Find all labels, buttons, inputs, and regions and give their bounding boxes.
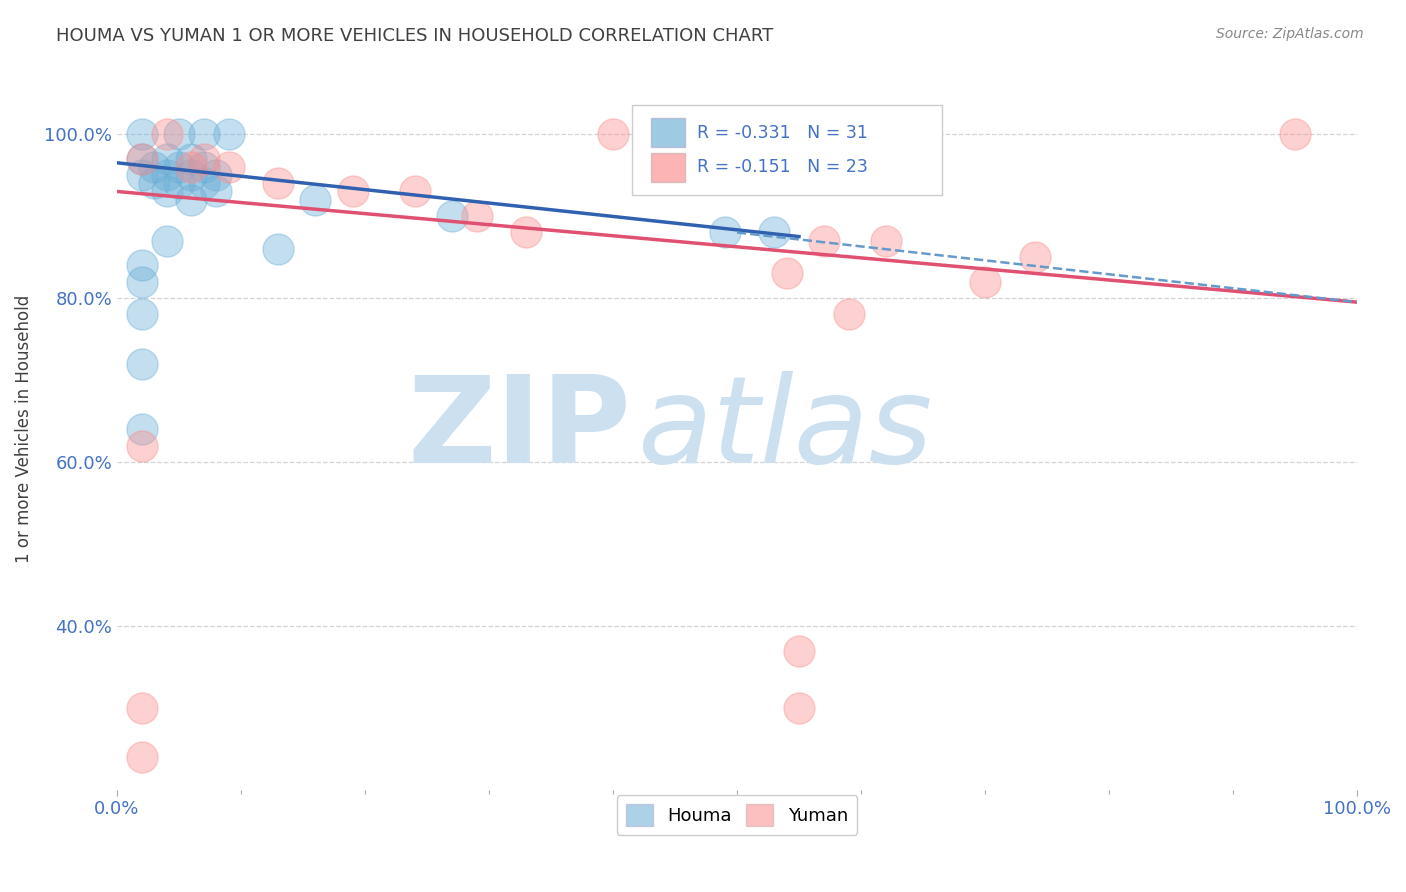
Legend: Houma, Yuman: Houma, Yuman [617, 795, 858, 835]
Point [155, 152, 177, 166]
Point [180, 193, 202, 207]
Point [1284, 127, 1306, 141]
Point [775, 267, 797, 281]
Point [131, 357, 153, 371]
Point [167, 160, 190, 174]
Point [155, 168, 177, 182]
Point [440, 209, 463, 223]
Point [813, 234, 835, 248]
Point [180, 160, 202, 174]
Point [838, 308, 860, 322]
Point [131, 750, 153, 764]
Point [515, 226, 537, 240]
Point [875, 234, 897, 248]
Point [167, 176, 190, 190]
Point [143, 176, 166, 190]
Point [602, 127, 624, 141]
Y-axis label: 1 or more Vehicles in Household: 1 or more Vehicles in Household [15, 295, 32, 564]
Point [218, 127, 240, 141]
Point [180, 168, 202, 182]
Text: HOUMA VS YUMAN 1 OR MORE VEHICLES IN HOUSEHOLD CORRELATION CHART: HOUMA VS YUMAN 1 OR MORE VEHICLES IN HOU… [56, 27, 773, 45]
Point [342, 185, 364, 199]
Point [167, 127, 190, 141]
Point [155, 234, 177, 248]
FancyBboxPatch shape [651, 119, 685, 147]
Point [763, 226, 786, 240]
Point [193, 152, 215, 166]
Point [131, 152, 153, 166]
Point [974, 275, 997, 289]
Point [218, 160, 240, 174]
Point [193, 160, 215, 174]
Text: Source: ZipAtlas.com: Source: ZipAtlas.com [1216, 27, 1364, 41]
Point [193, 127, 215, 141]
Point [131, 127, 153, 141]
Text: R = -0.151   N = 23: R = -0.151 N = 23 [697, 159, 868, 177]
Point [205, 168, 228, 182]
Point [180, 152, 202, 166]
Point [131, 422, 153, 436]
FancyBboxPatch shape [631, 104, 942, 194]
Point [131, 701, 153, 715]
Point [267, 242, 290, 256]
Point [465, 209, 488, 223]
Point [787, 643, 810, 657]
Point [155, 185, 177, 199]
Point [787, 701, 810, 715]
Text: R = -0.331   N = 31: R = -0.331 N = 31 [697, 124, 868, 142]
Point [131, 152, 153, 166]
Point [304, 193, 326, 207]
Point [205, 185, 228, 199]
Point [131, 275, 153, 289]
Point [131, 439, 153, 453]
Point [193, 176, 215, 190]
Point [131, 308, 153, 322]
Point [404, 185, 426, 199]
Point [267, 176, 290, 190]
Point [143, 160, 166, 174]
Text: ZIP: ZIP [408, 371, 631, 488]
Point [131, 168, 153, 182]
Text: atlas: atlas [638, 371, 934, 488]
Point [1024, 250, 1046, 264]
Point [713, 226, 735, 240]
Point [155, 127, 177, 141]
FancyBboxPatch shape [651, 153, 685, 182]
Point [131, 258, 153, 272]
